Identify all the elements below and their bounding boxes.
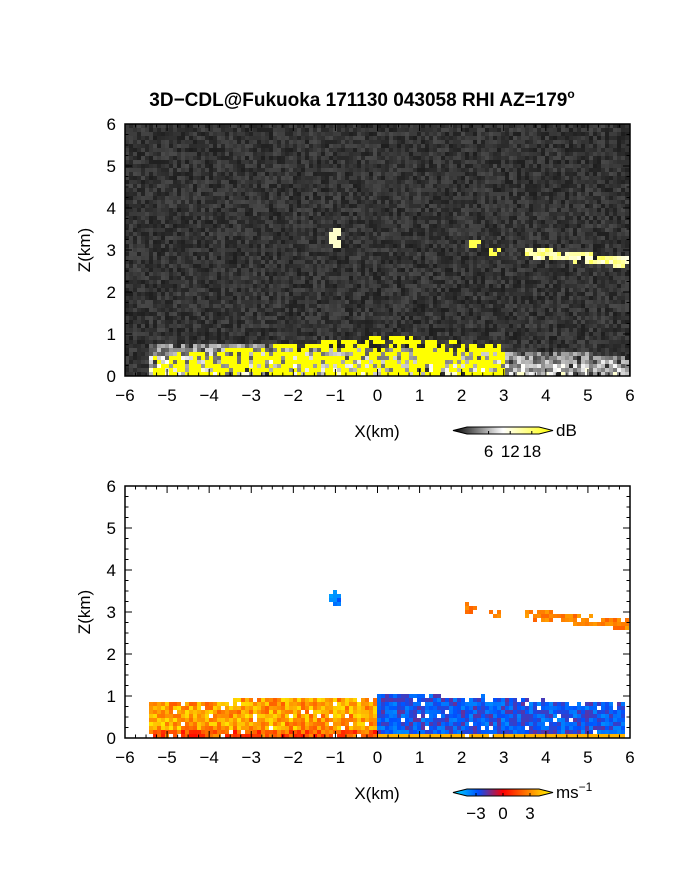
colorbar-tick-label: 6 — [484, 442, 493, 461]
y-tick-labels: 0 1 2 3 4 5 6 — [107, 477, 116, 748]
colorbar-tick-label: 0 — [498, 804, 507, 823]
x-tick-label: −4 — [199, 386, 218, 405]
y-tick-label: 3 — [107, 603, 116, 622]
y-tick-label: 4 — [107, 561, 116, 580]
colorbar-unit: ms−1 — [556, 780, 593, 802]
x-tick-labels: −6 −5 −4 −3 −2 −1 0 1 2 3 4 5 6 — [115, 748, 634, 767]
x-tick-labels: −6 −5 −4 −3 −2 −1 0 1 2 3 4 5 6 — [115, 386, 634, 405]
x-tick-label: −3 — [242, 748, 261, 767]
x-tick-label: 2 — [457, 386, 466, 405]
y-tick-label: 6 — [107, 115, 116, 134]
y-tick-label: 1 — [107, 687, 116, 706]
y-tick-label: 6 — [107, 477, 116, 496]
y-axis-label: Z(km) — [75, 228, 94, 272]
data-field — [149, 590, 629, 738]
x-tick-label: −5 — [157, 748, 176, 767]
y-tick-label: 3 — [107, 241, 116, 260]
x-tick-label: 3 — [499, 748, 508, 767]
x-axis-label: X(km) — [354, 784, 399, 803]
y-tick-label: 5 — [107, 157, 116, 176]
x-tick-label: −3 — [242, 386, 261, 405]
y-tick-labels: 0 1 2 3 4 5 6 — [107, 115, 116, 386]
x-tick-label: −4 — [199, 748, 218, 767]
y-tick-label: 2 — [107, 645, 116, 664]
x-tick-label: 6 — [625, 748, 634, 767]
x-tick-label: 6 — [625, 386, 634, 405]
y-axis-label: Z(km) — [75, 590, 94, 634]
colorbar-unit: dB — [556, 421, 577, 440]
y-tick-label: 5 — [107, 519, 116, 538]
x-tick-label: −5 — [157, 386, 176, 405]
x-tick-label: 5 — [583, 386, 592, 405]
colorbar: dB 6 12 18 — [452, 421, 577, 461]
data-field — [125, 124, 630, 376]
x-tick-label: −1 — [326, 386, 345, 405]
colorbar-tick-label: −3 — [466, 804, 485, 823]
colorbar-ramp — [452, 426, 554, 435]
colorbar-ramp — [452, 788, 554, 797]
y-tick-label: 4 — [107, 199, 116, 218]
x-tick-label: 4 — [541, 386, 550, 405]
colorbar-unit-exponent: −1 — [579, 780, 593, 794]
x-tick-label: 4 — [541, 748, 550, 767]
x-tick-label: −2 — [284, 748, 303, 767]
x-tick-label: −6 — [115, 748, 134, 767]
x-tick-label: 5 — [583, 748, 592, 767]
x-tick-label: 1 — [415, 386, 424, 405]
y-tick-label: 0 — [107, 729, 116, 748]
x-tick-label: −6 — [115, 386, 134, 405]
y-tick-label: 0 — [107, 367, 116, 386]
x-tick-label: −1 — [326, 748, 345, 767]
x-tick-label: 3 — [499, 386, 508, 405]
y-tick-label: 2 — [107, 283, 116, 302]
colorbar-tick-label: 12 — [501, 442, 520, 461]
velocity-panel: −6 −5 −4 −3 −2 −1 0 1 2 3 4 5 6 0 1 2 3 4 5 6 X(km) Z(km) ms−1… — [75, 477, 635, 823]
colorbar-tick-label: 3 — [525, 804, 534, 823]
colorbar-tick-label: 18 — [522, 442, 541, 461]
x-axis-label: X(km) — [354, 422, 399, 441]
y-tick-label: 1 — [107, 325, 116, 344]
x-tick-label: 0 — [373, 386, 382, 405]
figure-title: 3D−CDL@Fukuoka 171130 043058 RHI AZ=179o — [149, 87, 574, 111]
x-tick-label: 1 — [415, 748, 424, 767]
x-tick-label: −2 — [284, 386, 303, 405]
x-tick-label: 2 — [457, 748, 466, 767]
x-tick-label: 0 — [373, 748, 382, 767]
colorbar: ms−1 −3 0 3 — [452, 780, 593, 823]
